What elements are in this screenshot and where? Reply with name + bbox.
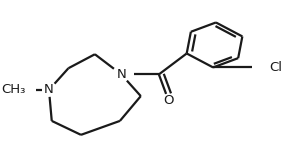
Text: CH₃: CH₃ <box>1 83 25 96</box>
Text: O: O <box>163 94 174 107</box>
Text: N: N <box>44 83 54 96</box>
Text: Cl: Cl <box>269 61 282 74</box>
Text: N: N <box>117 68 126 81</box>
